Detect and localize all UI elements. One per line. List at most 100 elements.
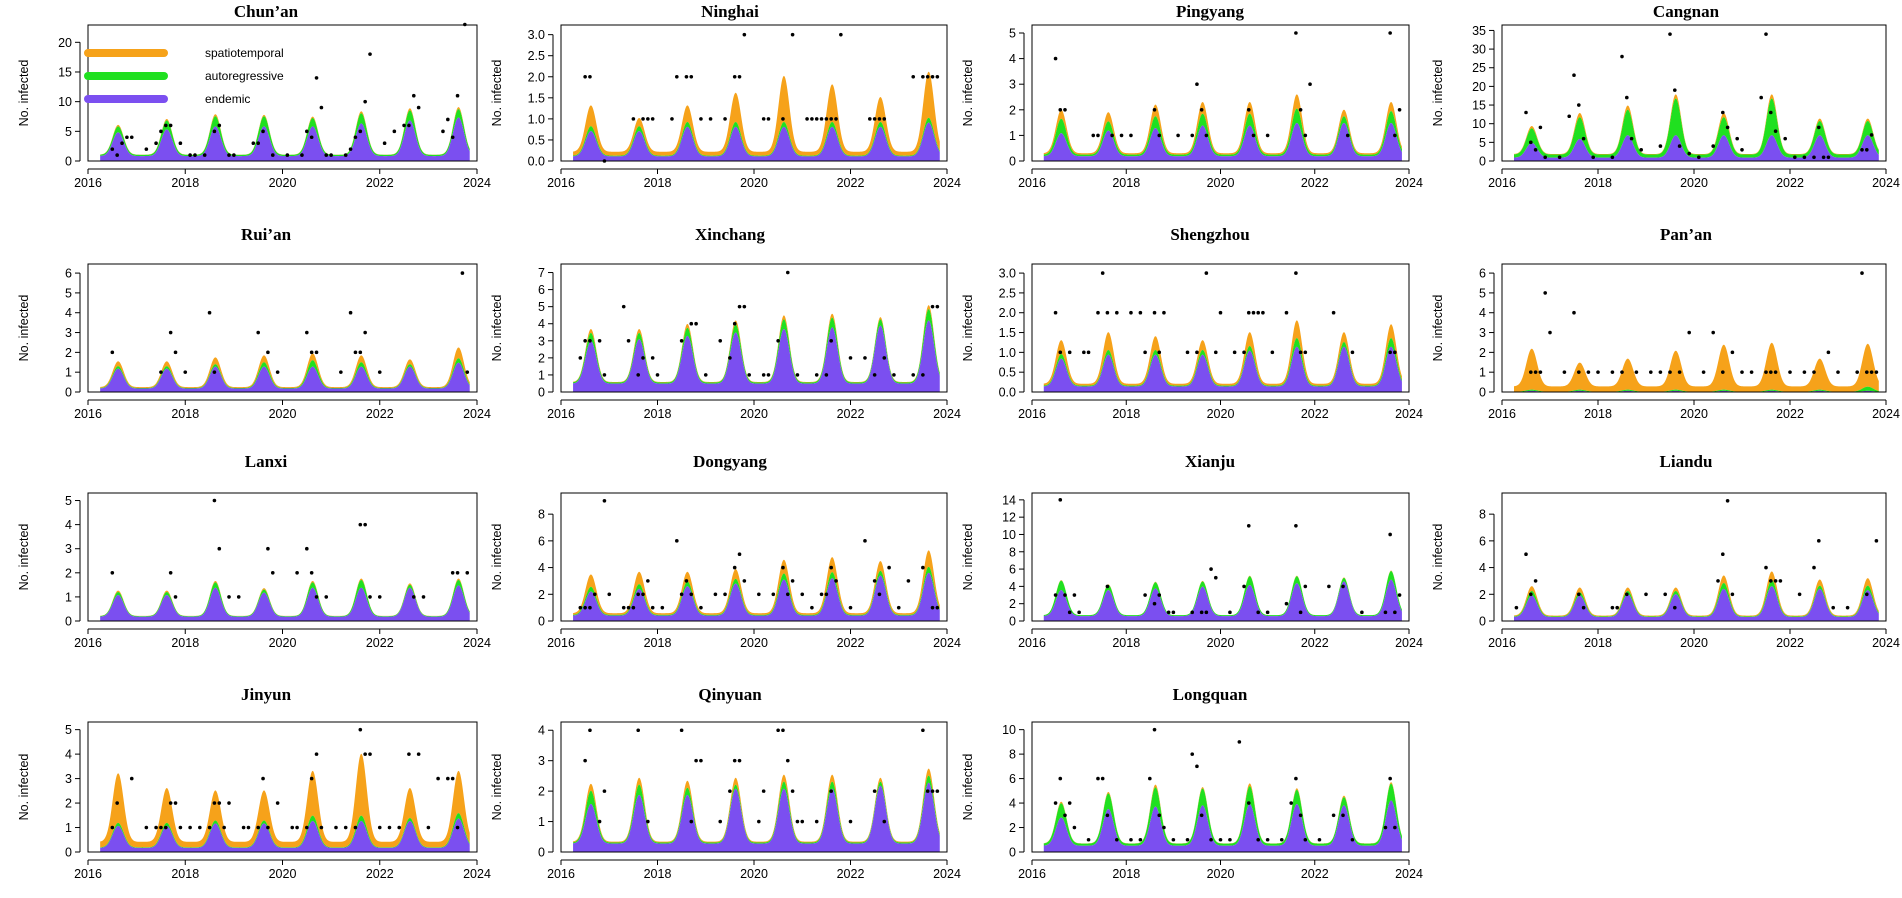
plot-frame [1501,263,1887,393]
x-tick-label: 2024 [933,867,961,881]
observed-point [636,592,640,597]
observed-point [1209,837,1213,842]
observed-point [188,153,192,157]
observed-point [1303,837,1308,842]
observed-point [684,74,689,79]
observed-point [1298,813,1303,818]
observed-point [1687,330,1691,335]
x-tick-label: 2016 [1018,407,1046,421]
observed-point [785,270,790,275]
area-spatiotemporal [1514,342,1879,392]
observed-point [699,117,703,121]
observed-point [1152,108,1157,112]
observed-point [154,141,158,145]
observed-point [1788,370,1792,374]
observed-point [887,565,891,570]
observed-point [1730,350,1735,355]
plot-frame [87,721,478,853]
observed-point [110,350,115,355]
observed-point [227,801,231,805]
observed-point [814,117,819,121]
observed-point [882,356,887,360]
y-tick-label: 20 [1472,80,1486,94]
observed-point [641,356,645,360]
x-tick-label: 2018 [171,407,199,421]
observed-point [1143,593,1147,597]
observed-point [363,752,367,756]
observed-point [1711,330,1715,335]
observed-point [1129,310,1133,315]
observed-point [1129,133,1133,138]
y-tick-label: 35 [1472,24,1486,38]
observed-point [602,789,607,793]
observed-point [110,571,115,575]
observed-point [800,592,805,597]
observed-point [329,153,333,157]
observed-point [1082,350,1086,355]
observed-point [892,373,896,377]
observed-point [1265,837,1270,842]
observed-point [1610,605,1615,610]
observed-point [159,129,163,134]
observed-point [935,304,940,309]
plot-frame [1031,263,1410,393]
x-tick-label: 2020 [1680,176,1708,190]
observed-point [324,153,329,157]
observed-point [1331,813,1336,818]
observed-point [829,117,833,121]
x-tick-label: 2022 [1301,176,1329,190]
x-tick-label: 2018 [1584,636,1612,650]
area-endemic [573,782,940,852]
observed-point [636,728,640,733]
panel-title: Pingyang [1176,2,1245,21]
observed-point [1836,370,1840,374]
y-tick-label: 2 [538,588,545,602]
y-tick-label: 0 [1009,155,1016,169]
y-tick-label: 0 [1009,846,1016,860]
observed-point [110,147,115,151]
y-axis-label: No. infected [17,754,31,821]
panel-title: Lanxi [245,452,288,471]
panel-14: 2016 2018 2020 2022 2024 0 2 4 6 8 10 No. infected L… [961,685,1423,881]
observed-point [1802,370,1807,374]
observed-point [877,592,882,597]
observed-point [766,373,771,377]
observed-point [1157,133,1162,138]
observed-point [358,129,363,134]
y-tick-label: 3.0 [528,28,545,42]
observed-point [1538,125,1543,130]
y-tick-label: 1 [65,590,72,604]
panel-title: Pan’an [1660,225,1713,244]
area-endemic [1514,135,1879,161]
observed-point [723,592,727,597]
y-tick-label: 2 [1009,597,1016,611]
observed-point [761,373,766,377]
observed-point [650,356,655,360]
observed-point [1350,837,1355,842]
observed-point [675,74,679,79]
observed-point [305,129,309,134]
observed-point [1294,31,1298,35]
y-tick-label: 0 [65,615,72,629]
y-tick-label: 0 [1009,615,1016,629]
observed-point [723,117,727,121]
observed-point [1152,727,1157,732]
y-axis-label: No. infected [961,60,975,127]
x-tick-label: 2022 [366,176,394,190]
observed-point [1152,601,1157,606]
y-tick-label: 4 [1009,797,1016,811]
observed-point [1199,610,1204,615]
observed-point [1572,310,1576,315]
x-tick-label: 2016 [74,176,102,190]
observed-point [660,605,665,610]
observed-point [1629,136,1634,141]
area-endemic [573,320,940,392]
legend-label-spatiotemporal: spatiotemporal [205,46,284,60]
observed-point [377,370,382,374]
observed-point [781,565,785,570]
observed-point [583,339,587,343]
y-axis-label: No. infected [961,754,975,821]
panel-title: Chun’an [234,2,299,21]
observed-point [1185,837,1190,842]
observed-point [1721,370,1725,374]
